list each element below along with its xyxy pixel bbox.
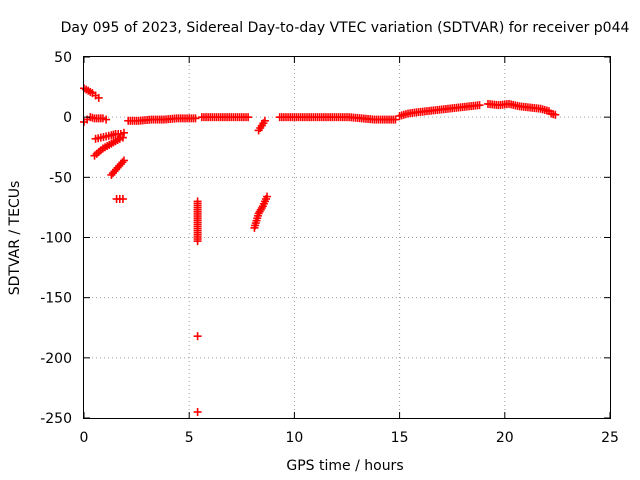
y-tick-label: 0 (63, 110, 72, 126)
x-tick-label: 0 (80, 430, 89, 446)
data-point (94, 93, 103, 102)
data-point (242, 113, 251, 122)
y-axis-label: SDTVAR / TECUs (7, 181, 23, 296)
x-tick-label: 5 (185, 430, 194, 446)
data-point (101, 143, 110, 152)
data-point (253, 211, 262, 220)
x-tick-label: 20 (496, 430, 514, 446)
y-tick-label: -50 (49, 170, 72, 186)
data-point (99, 133, 108, 142)
data-point (193, 332, 202, 341)
data-point (549, 110, 558, 119)
y-tick-label: -150 (40, 291, 72, 307)
data-point (86, 87, 95, 96)
data-point (389, 115, 398, 124)
data-point (113, 136, 122, 145)
data-point (102, 115, 111, 124)
data-point (119, 156, 128, 165)
y-tick-label: -100 (40, 231, 72, 247)
data-point (105, 140, 114, 149)
y-tick-label: 50 (54, 50, 72, 66)
data-point (189, 114, 198, 123)
x-axis-label: GPS time / hours (286, 458, 403, 474)
x-tick-label: 25 (601, 430, 619, 446)
data-point (259, 199, 268, 208)
data-point (259, 119, 268, 128)
x-tick-labels: 0 5 10 15 20 25 (80, 430, 619, 446)
x-tick-label: 10 (285, 430, 303, 446)
axis-ticks (83, 56, 611, 419)
y-tick-labels: 50 0 -50 -100 -150 -200 -250 (40, 50, 72, 427)
data-point (104, 131, 113, 140)
data-points (80, 84, 560, 416)
data-point (118, 194, 127, 203)
data-point (251, 219, 260, 228)
grid (84, 57, 610, 418)
data-point (119, 128, 128, 137)
data-point (118, 158, 127, 167)
data-point (96, 146, 105, 155)
plot-frame (83, 56, 611, 419)
y-tick-label: -250 (40, 411, 72, 427)
data-point (534, 104, 543, 113)
data-point (118, 133, 127, 142)
data-point (401, 110, 410, 119)
data-point (193, 407, 202, 416)
chart-title: Day 095 of 2023, Sidereal Day-to-day VTE… (61, 20, 630, 36)
data-point (94, 134, 103, 143)
data-point (542, 106, 551, 115)
data-point (256, 123, 265, 132)
data-point (109, 138, 118, 147)
data-point (96, 114, 105, 123)
data-point (92, 149, 101, 158)
y-tick-label: -200 (40, 351, 72, 367)
data-point (257, 204, 266, 213)
x-tick-label: 15 (391, 430, 409, 446)
data-point (193, 235, 202, 244)
data-point (261, 194, 270, 203)
data-point (473, 101, 482, 110)
